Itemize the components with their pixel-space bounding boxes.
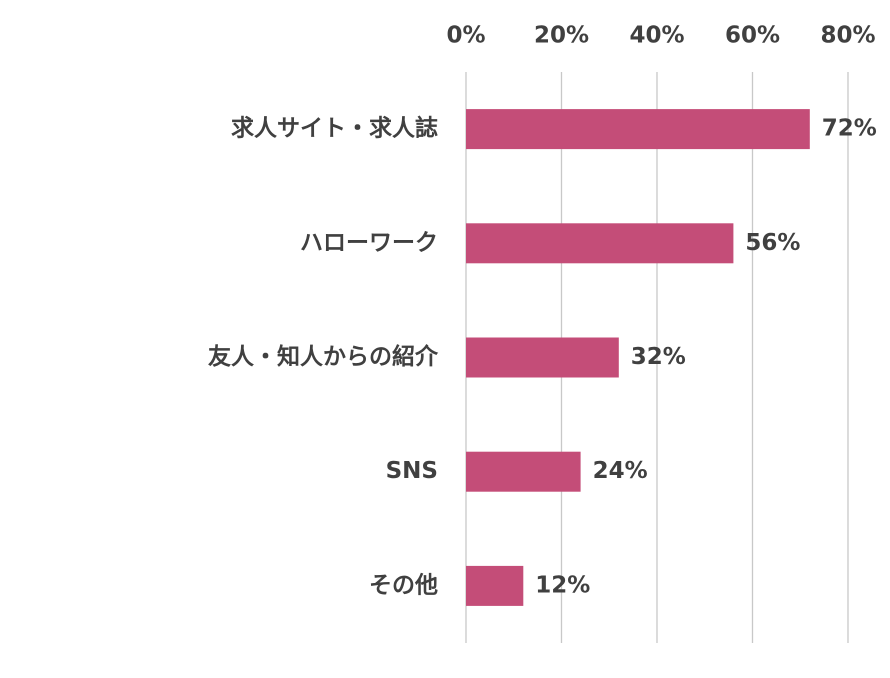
data-label: 32% [631,344,686,370]
y-tick-label: 求人サイト・求人誌 [231,115,438,142]
data-label: 56% [745,230,800,256]
data-label: 12% [535,572,590,598]
x-tick-label: 40% [629,23,684,49]
bar [466,565,524,606]
bar [466,223,734,264]
x-tick-label: 80% [820,23,875,49]
x-tick-label: 0% [446,23,485,49]
x-tick-label: 60% [725,23,780,49]
y-tick-label: ハローワーク [300,230,438,256]
bar [466,337,619,378]
y-tick-label: その他 [369,572,438,598]
data-label: 72% [822,116,877,142]
data-label: 24% [593,458,648,484]
y-tick-label: SNS [386,458,438,484]
x-tick-label: 20% [534,23,589,49]
y-tick-label: 友人・知人からの紹介 [208,343,439,370]
bar [466,451,581,492]
bar [466,109,810,150]
